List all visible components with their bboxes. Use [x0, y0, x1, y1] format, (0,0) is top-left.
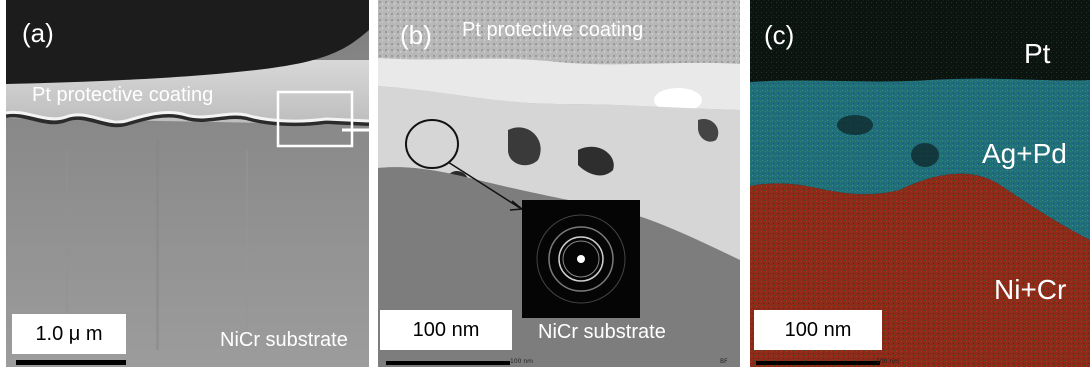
panel-c-bottom-bar-text: 100 nm	[876, 358, 900, 365]
panel-b-bottom-bar-text: 100 nm	[510, 358, 534, 365]
panel-a-coating-label: Pt protective coating	[32, 84, 214, 106]
panel-b-tem-image: (b) Pt protective coating NiCr substrate…	[378, 0, 740, 367]
panel-b-substrate-label: NiCr substrate	[538, 321, 666, 343]
element-label-nicr: Ni+Cr	[994, 274, 1067, 305]
panel-b-corner-text: BF	[720, 358, 728, 365]
panel-b-coating-label: Pt protective coating	[462, 19, 644, 41]
element-label-pt: Pt	[1024, 38, 1051, 69]
panel-b-label: (b)	[400, 20, 432, 50]
panel-b-scale-bar-label: 100 nm	[380, 310, 512, 350]
panel-c-scale-bar-label: 100 nm	[754, 310, 882, 350]
panel-a-label: (a)	[22, 18, 54, 48]
panel-a-substrate-label: NiCr substrate	[220, 329, 348, 351]
element-label-agpd: Ag+Pd	[982, 138, 1067, 169]
panel-a-sem-image: (a) Pt protective coating NiCr substrate…	[6, 0, 369, 367]
panel-a-scale-bar-label: 1.0 μ m	[12, 314, 126, 354]
panel-c-elemental-map	[750, 0, 1090, 367]
panel-a-micrograph	[6, 0, 369, 367]
panel-c-eds-map: (c) Pt Ag+Pd Ni+Cr 100 nm 100 nm	[750, 0, 1090, 367]
panel-c-label: (c)	[764, 20, 795, 50]
